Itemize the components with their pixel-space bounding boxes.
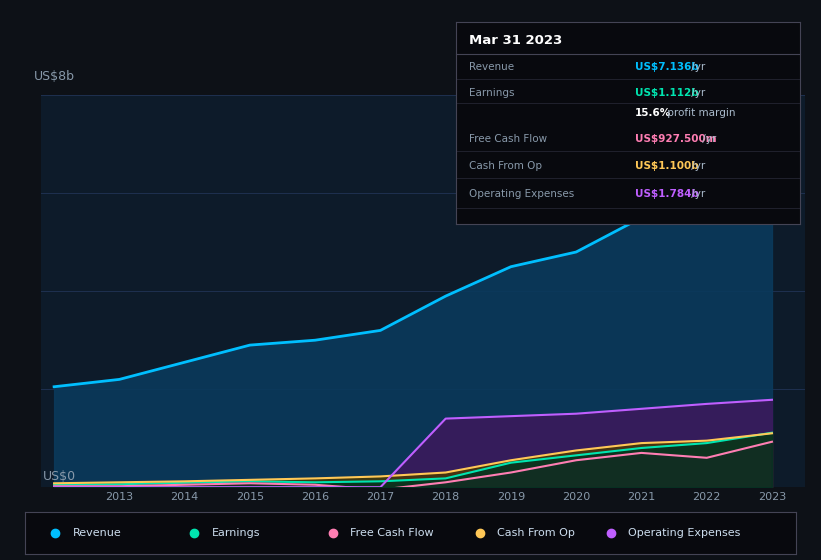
Text: profit margin: profit margin bbox=[664, 108, 736, 118]
Text: US$0: US$0 bbox=[44, 470, 76, 483]
Text: Operating Expenses: Operating Expenses bbox=[470, 189, 575, 199]
Text: 15.6%: 15.6% bbox=[635, 108, 672, 118]
Text: US$1.112b: US$1.112b bbox=[635, 88, 699, 98]
Text: Operating Expenses: Operating Expenses bbox=[628, 529, 741, 538]
Text: /yr: /yr bbox=[688, 161, 705, 171]
Text: Earnings: Earnings bbox=[470, 88, 515, 98]
Text: Revenue: Revenue bbox=[470, 62, 515, 72]
Text: /yr: /yr bbox=[688, 62, 705, 72]
Text: /yr: /yr bbox=[699, 134, 717, 144]
Text: US$927.500m: US$927.500m bbox=[635, 134, 717, 144]
Text: Mar 31 2023: Mar 31 2023 bbox=[470, 35, 562, 48]
Text: Cash From Op: Cash From Op bbox=[470, 161, 543, 171]
Text: Free Cash Flow: Free Cash Flow bbox=[470, 134, 548, 144]
Text: US$1.784b: US$1.784b bbox=[635, 189, 699, 199]
Text: Earnings: Earnings bbox=[211, 529, 260, 538]
Text: US$7.136b: US$7.136b bbox=[635, 62, 699, 72]
Text: /yr: /yr bbox=[688, 88, 705, 98]
Text: Cash From Op: Cash From Op bbox=[497, 529, 575, 538]
Text: US$8b: US$8b bbox=[34, 71, 75, 83]
Text: Free Cash Flow: Free Cash Flow bbox=[351, 529, 434, 538]
Text: US$1.100b: US$1.100b bbox=[635, 161, 699, 171]
Text: Revenue: Revenue bbox=[72, 529, 122, 538]
Text: /yr: /yr bbox=[688, 189, 705, 199]
